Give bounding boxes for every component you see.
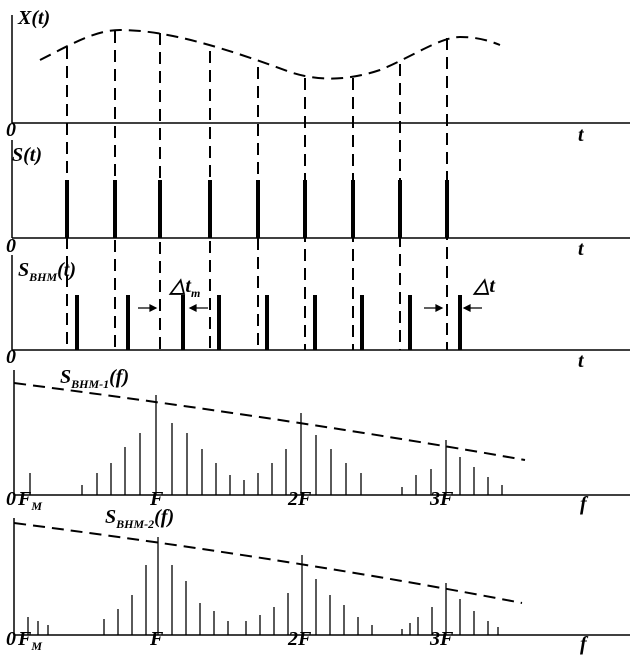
label: 3F: [429, 628, 454, 650]
envelope: [13, 382, 526, 461]
label: 0: [6, 628, 16, 650]
label-main: 2F: [287, 628, 312, 650]
label-main: F: [149, 628, 164, 650]
label-main: F: [149, 488, 164, 510]
label: 0: [6, 488, 16, 510]
label-sub: m: [191, 286, 200, 300]
label-main: S: [18, 259, 29, 281]
label-main: S: [105, 506, 116, 528]
label: FM: [17, 488, 42, 513]
label-sub: BHM: [28, 270, 57, 284]
label-suffix: (f): [109, 366, 129, 388]
label-main: △t: [168, 275, 192, 297]
label: 0: [6, 235, 16, 257]
label: 0: [6, 119, 16, 141]
label: SBHM(t): [18, 259, 76, 284]
label: t: [578, 124, 585, 146]
label-sub: M: [30, 639, 42, 653]
label: S(t): [12, 144, 42, 166]
label-main: X(t): [17, 7, 50, 29]
label-main: 2F: [287, 488, 312, 510]
label-main: S(t): [12, 144, 42, 166]
label-main: 3F: [429, 628, 454, 650]
label: t: [578, 350, 585, 372]
label: 3F: [429, 488, 454, 510]
label: 2F: [287, 488, 312, 510]
label: 2F: [287, 628, 312, 650]
label: △tm: [168, 275, 200, 300]
label: f: [580, 633, 589, 655]
label-suffix: (t): [57, 259, 76, 281]
envelope: [13, 522, 523, 604]
label-main: 3F: [429, 488, 454, 510]
label: X(t): [17, 7, 50, 29]
shapes: [27, 31, 503, 635]
label-sub: BHM-1: [70, 377, 109, 391]
label-sub: BHM-2: [115, 517, 154, 531]
label-main: F: [17, 488, 32, 510]
label: SBHM-1(f): [60, 366, 129, 391]
label-main: △t: [472, 275, 496, 297]
label: f: [580, 493, 589, 515]
label: t: [578, 238, 585, 260]
envelope: [39, 28, 501, 80]
label: SBHM-2(f): [105, 506, 174, 531]
arrows: [138, 304, 482, 312]
label-suffix: (f): [154, 506, 174, 528]
axes: [11, 15, 630, 636]
label: FM: [17, 628, 42, 653]
label: F: [149, 628, 164, 650]
label: 0: [6, 346, 16, 368]
label: F: [149, 488, 164, 510]
label-main: S: [60, 366, 71, 388]
label: △t: [472, 275, 496, 297]
label-main: F: [17, 628, 32, 650]
label-sub: M: [30, 499, 42, 513]
